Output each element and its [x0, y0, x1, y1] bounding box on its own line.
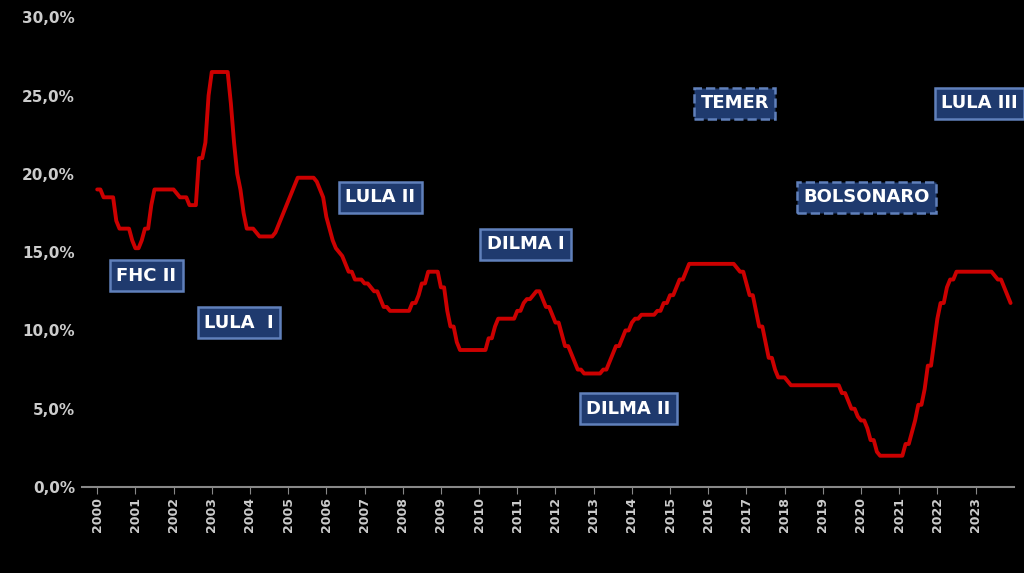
Text: TEMER: TEMER [700, 95, 769, 112]
Text: FHC II: FHC II [117, 266, 176, 285]
Text: BOLSONARO: BOLSONARO [804, 189, 930, 206]
Text: DILMA II: DILMA II [586, 400, 671, 418]
Text: LULA  I: LULA I [204, 313, 273, 332]
Text: DILMA I: DILMA I [486, 236, 564, 253]
Text: LULA II: LULA II [345, 189, 416, 206]
Text: LULA III: LULA III [941, 95, 1018, 112]
